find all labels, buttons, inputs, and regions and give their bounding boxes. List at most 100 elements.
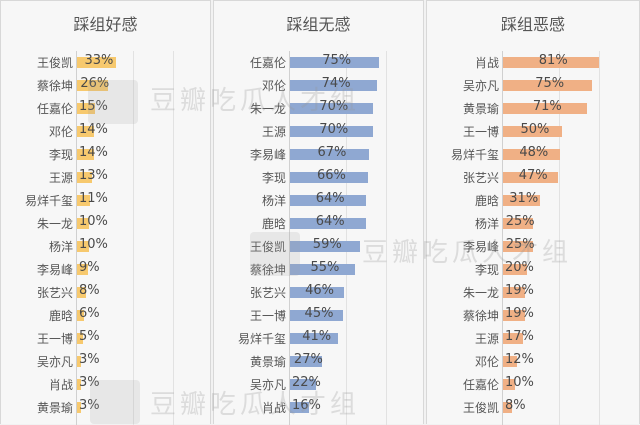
bar — [503, 172, 559, 183]
category-label: 张艺兴 — [462, 171, 499, 185]
bar — [290, 356, 322, 367]
category-label: 李现 — [48, 148, 73, 162]
panel-favorable: 踩组好感 王俊凯 33% 蔡徐坤 26% 任嘉伦 15% 邓伦 14% 李现 14% 王源 13% 易烊… — [0, 0, 211, 425]
bar-row: 任嘉伦 15% — [1, 97, 210, 120]
bar — [77, 103, 95, 114]
grid-line — [346, 51, 347, 425]
bar-row: 蔡徐坤 19% — [427, 304, 639, 327]
axis-line — [502, 51, 503, 425]
value-label: 55% — [310, 260, 340, 275]
bar — [290, 218, 366, 229]
bar — [503, 80, 592, 91]
value-label: 20% — [505, 260, 534, 275]
bar-row: 李易峰 9% — [1, 258, 210, 281]
watermark-logo — [250, 232, 300, 276]
value-label: 13% — [79, 168, 108, 183]
value-label: 50% — [520, 122, 550, 137]
bar-row: 邓伦 74% — [214, 74, 423, 97]
category-label: 蔡徐坤 — [249, 263, 286, 277]
value-label: 46% — [305, 283, 335, 298]
value-label: 81% — [538, 53, 568, 68]
value-label: 17% — [505, 329, 534, 344]
category-label: 李现 — [474, 263, 499, 277]
value-label: 71% — [532, 99, 562, 114]
category-label: 杨洋 — [261, 194, 286, 208]
bar — [77, 333, 83, 344]
category-label: 朱一龙 — [36, 217, 73, 231]
category-label: 王一博 — [249, 309, 286, 323]
value-label: 59% — [312, 237, 342, 252]
bar — [77, 80, 108, 91]
category-label: 吴亦凡 — [249, 378, 286, 392]
category-label: 肖战 — [261, 401, 286, 415]
bar — [77, 218, 89, 229]
category-label: 杨洋 — [474, 217, 499, 231]
bar-row: 王俊凯 59% — [214, 235, 423, 258]
value-label: 70% — [319, 122, 349, 137]
value-label: 6% — [79, 306, 100, 321]
bar-row: 肖战 81% — [427, 51, 639, 74]
bar-row: 杨洋 10% — [1, 235, 210, 258]
value-label: 64% — [315, 214, 345, 229]
bar — [290, 80, 378, 91]
value-label: 14% — [79, 145, 108, 160]
category-label: 王俊凯 — [249, 240, 286, 254]
bar — [77, 195, 90, 206]
category-label: 朱一龙 — [462, 286, 499, 300]
bar — [290, 402, 309, 413]
bar — [290, 126, 373, 137]
grid-line — [599, 51, 600, 425]
bar-row: 任嘉伦 75% — [214, 51, 423, 74]
category-label: 李易峰 — [462, 240, 499, 254]
bar — [503, 103, 587, 114]
category-label: 张艺兴 — [249, 286, 286, 300]
category-label: 吴亦凡 — [36, 355, 73, 369]
category-label: 王源 — [474, 332, 499, 346]
category-label: 邓伦 — [48, 125, 73, 139]
bar — [77, 356, 81, 367]
bar-row: 蔡徐坤 26% — [1, 74, 210, 97]
value-label: 3% — [79, 352, 100, 367]
bar — [290, 57, 379, 68]
bar-row: 王源 70% — [214, 120, 423, 143]
bar-plot: 王俊凯 33% 蔡徐坤 26% 任嘉伦 15% 邓伦 14% 李现 14% 王源 13% 易烊千玺 11%… — [1, 51, 210, 425]
bar-row: 王一博 50% — [427, 120, 639, 143]
category-label: 任嘉伦 — [249, 56, 286, 70]
bar-row: 李易峰 25% — [427, 235, 639, 258]
bar — [503, 287, 526, 298]
bar-row: 吴亦凡 3% — [1, 350, 210, 373]
value-label: 22% — [292, 375, 321, 390]
value-label: 11% — [79, 191, 108, 206]
category-label: 易烊千玺 — [237, 332, 286, 346]
value-label: 70% — [319, 99, 349, 114]
category-label: 易烊千玺 — [450, 148, 499, 162]
grid-line — [559, 51, 560, 425]
value-label: 16% — [292, 398, 321, 413]
bar — [77, 172, 93, 183]
bar — [290, 333, 339, 344]
bar-row: 王源 17% — [427, 327, 639, 350]
bar — [77, 264, 88, 275]
value-label: 12% — [505, 352, 534, 367]
grid-line — [133, 51, 134, 425]
value-label: 3% — [79, 375, 100, 390]
category-label: 肖战 — [474, 56, 499, 70]
value-label: 10% — [79, 237, 108, 252]
axis-line — [289, 51, 290, 425]
bar — [503, 218, 533, 229]
value-label: 75% — [322, 53, 352, 68]
category-label: 朱一龙 — [249, 102, 286, 116]
bar — [77, 57, 116, 68]
category-label: 易烊千玺 — [24, 194, 73, 208]
value-label: 19% — [505, 306, 534, 321]
bar — [290, 379, 316, 390]
bar — [77, 241, 89, 252]
bar — [77, 287, 87, 298]
axis-line — [76, 51, 77, 425]
bar-row: 任嘉伦 10% — [427, 373, 639, 396]
bar — [503, 402, 513, 413]
value-label: 66% — [316, 168, 346, 183]
value-label: 31% — [509, 191, 539, 206]
value-label: 19% — [505, 283, 534, 298]
